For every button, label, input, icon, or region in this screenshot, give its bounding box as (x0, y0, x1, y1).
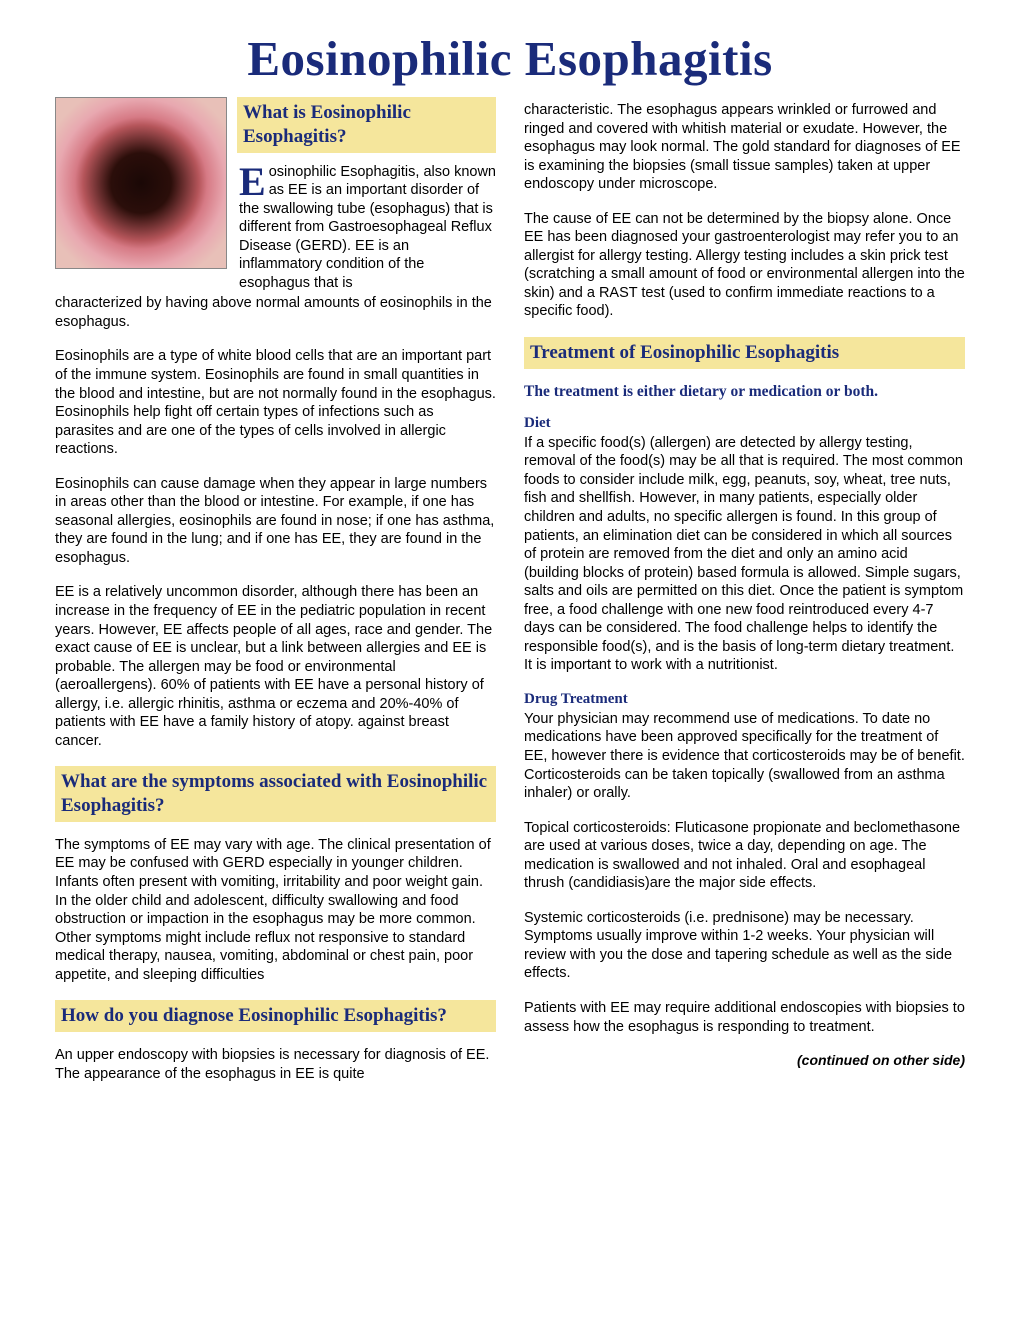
eosinophils-damage: Eosinophils can cause damage when they a… (55, 475, 496, 568)
left-column: What is Eosinophilic Esophagitis? Eosino… (55, 97, 496, 1083)
diet-paragraph: If a specific food(s) (allergen) are det… (524, 434, 965, 675)
heading-treatment: Treatment of Eosinophilic Esophagitis (524, 337, 965, 369)
heading-what-is: What is Eosinophilic Esophagitis? (237, 97, 496, 153)
intro-continuation: characterized by having above normal amo… (55, 294, 496, 331)
intro-block: What is Eosinophilic Esophagitis? Eosino… (55, 97, 496, 292)
heading-diagnose: How do you diagnose Eosinophilic Esophag… (55, 1000, 496, 1032)
ee-prevalence: EE is a relatively uncommon disorder, al… (55, 583, 496, 750)
diagnose-continuation: characteristic. The esophagus appears wr… (524, 101, 965, 194)
diet-subhead: Diet (524, 415, 965, 432)
drug-paragraph-3: Systemic corticosteroids (i.e. prednison… (524, 909, 965, 983)
drug-paragraph-4: Patients with EE may require additional … (524, 999, 965, 1036)
column-container: What is Eosinophilic Esophagitis? Eosino… (55, 97, 965, 1083)
diagnose-paragraph: An upper endoscopy with biopsies is nece… (55, 1046, 496, 1083)
drug-paragraph-2: Topical corticosteroids: Fluticasone pro… (524, 819, 965, 893)
right-column: characteristic. The esophagus appears wr… (524, 97, 965, 1083)
heading-what-is-wrap: What is Eosinophilic Esophagitis? (237, 97, 496, 153)
endoscopy-image (55, 97, 227, 269)
document-page: Eosinophilic Esophagitis What is Eosinop… (0, 0, 1020, 1320)
heading-symptoms: What are the symptoms associated with Eo… (55, 766, 496, 822)
eosinophils-definition: Eosinophils are a type of white blood ce… (55, 347, 496, 458)
continued-notice: (continued on other side) (524, 1052, 965, 1068)
symptoms-paragraph: The symptoms of EE may vary with age. Th… (55, 836, 496, 984)
page-title: Eosinophilic Esophagitis (55, 30, 965, 87)
treatment-intro: The treatment is either dietary or medic… (524, 383, 965, 401)
drug-subhead: Drug Treatment (524, 691, 965, 708)
intro-first-text: osinophilic Esophagitis, also known as E… (239, 164, 496, 291)
drop-cap: E (239, 165, 266, 199)
drug-paragraph-1: Your physician may recommend use of medi… (524, 710, 965, 803)
diagnose-cause: The cause of EE can not be determined by… (524, 210, 965, 321)
